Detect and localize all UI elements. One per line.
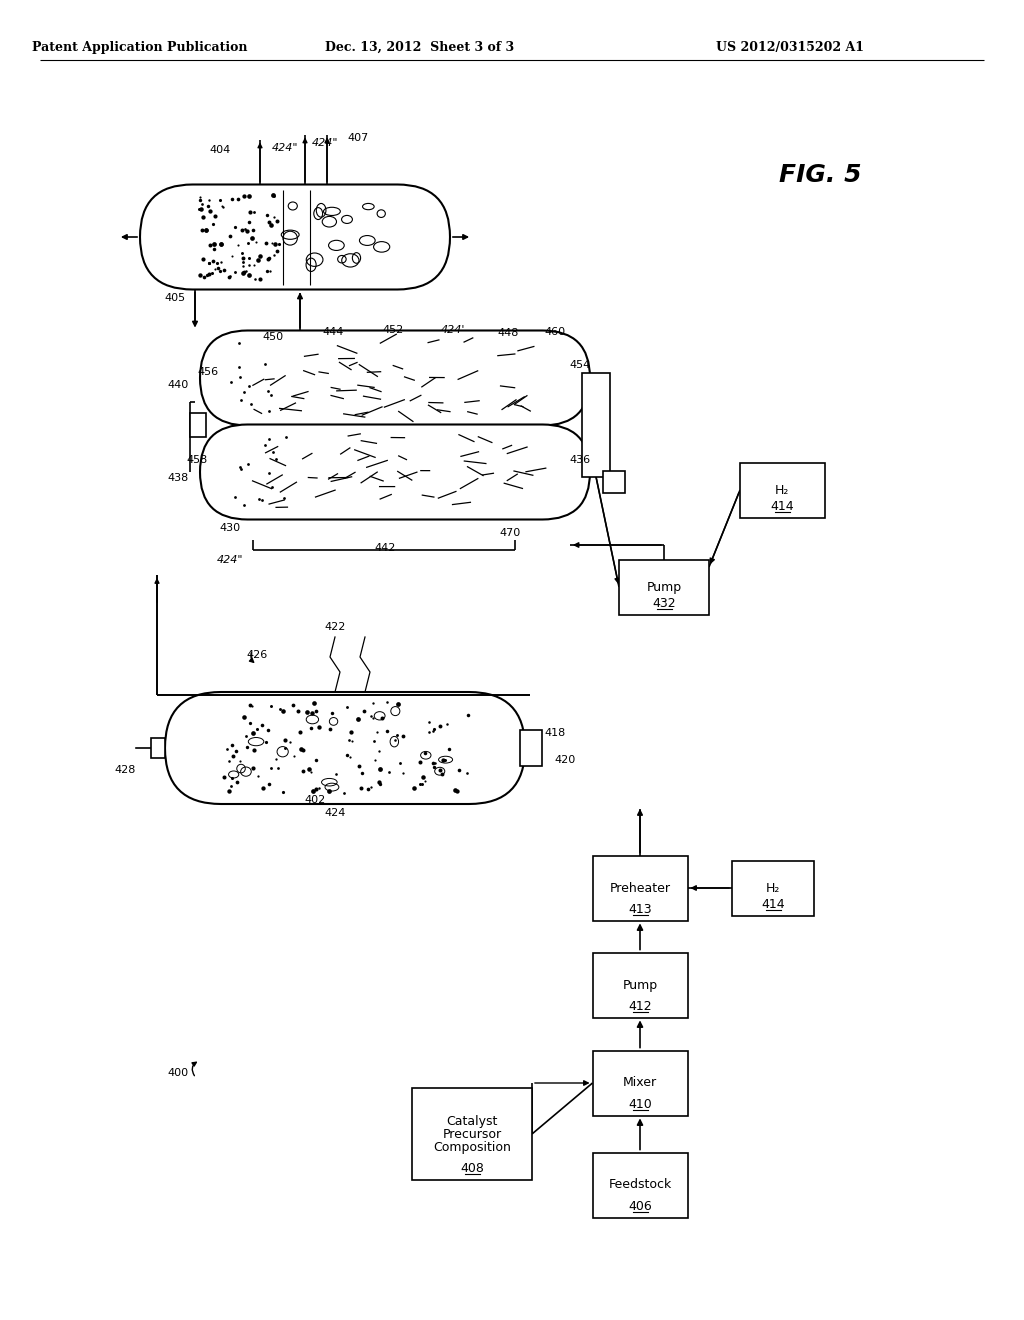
Text: 448: 448 (498, 327, 519, 338)
Text: FIG. 5: FIG. 5 (778, 162, 861, 187)
Text: 413: 413 (628, 903, 652, 916)
Bar (582, 374, 610, 477)
Text: Composition: Composition (433, 1140, 511, 1154)
Text: 458: 458 (186, 455, 208, 465)
Text: 470: 470 (500, 528, 520, 539)
FancyBboxPatch shape (200, 330, 590, 425)
Text: 402: 402 (304, 795, 326, 805)
Text: 410: 410 (628, 1098, 652, 1111)
Text: 454: 454 (569, 360, 591, 370)
FancyBboxPatch shape (140, 185, 450, 289)
Text: 414: 414 (761, 898, 784, 911)
Text: 406: 406 (628, 1200, 652, 1213)
Text: 418: 418 (545, 729, 565, 738)
Text: 408: 408 (460, 1163, 484, 1176)
Text: Feedstock: Feedstock (608, 1179, 672, 1192)
Text: 404: 404 (209, 145, 230, 154)
Text: 432: 432 (652, 597, 676, 610)
Text: Precursor: Precursor (442, 1127, 502, 1140)
Text: 424": 424" (271, 143, 298, 153)
Text: H₂: H₂ (775, 483, 790, 496)
Text: 430: 430 (219, 523, 241, 533)
Text: Mixer: Mixer (623, 1077, 657, 1089)
Text: Dec. 13, 2012  Sheet 3 of 3: Dec. 13, 2012 Sheet 3 of 3 (326, 41, 515, 54)
Text: Pump: Pump (646, 581, 682, 594)
Text: 412: 412 (628, 1001, 652, 1012)
Text: 440: 440 (167, 380, 188, 389)
Text: 420: 420 (554, 755, 575, 766)
Bar (618, 560, 709, 615)
FancyBboxPatch shape (200, 425, 590, 520)
Text: 460: 460 (545, 327, 565, 337)
Text: Catalyst: Catalyst (446, 1114, 498, 1127)
Text: 424": 424" (311, 139, 338, 148)
FancyBboxPatch shape (165, 692, 525, 804)
Text: 426: 426 (247, 649, 267, 660)
Text: 456: 456 (198, 367, 218, 378)
Bar (593, 1051, 687, 1115)
Bar (412, 1088, 532, 1180)
Text: 400: 400 (168, 1068, 188, 1078)
Bar (593, 953, 687, 1018)
Text: 438: 438 (167, 473, 188, 483)
Text: 450: 450 (262, 333, 284, 342)
Bar (593, 855, 687, 920)
Text: 428: 428 (115, 766, 136, 775)
Text: 444: 444 (323, 327, 344, 337)
Bar (151, 738, 165, 758)
Bar (520, 730, 542, 766)
Text: US 2012/0315202 A1: US 2012/0315202 A1 (716, 41, 864, 54)
Text: 414: 414 (770, 500, 794, 513)
Text: 422: 422 (325, 622, 346, 632)
Text: 442: 442 (375, 543, 395, 553)
Text: 424": 424" (217, 554, 244, 565)
Bar (739, 462, 824, 517)
Text: Pump: Pump (623, 978, 657, 991)
Text: Preheater: Preheater (609, 882, 671, 895)
Bar (603, 471, 625, 492)
Bar (732, 861, 814, 916)
Text: H₂: H₂ (766, 882, 780, 895)
Text: 405: 405 (165, 293, 185, 304)
Text: 424: 424 (325, 808, 346, 818)
Text: Patent Application Publication: Patent Application Publication (32, 41, 248, 54)
Text: 436: 436 (569, 455, 591, 465)
Text: 452: 452 (382, 325, 403, 335)
Text: 407: 407 (347, 133, 369, 143)
Bar (190, 413, 206, 437)
Bar (593, 1152, 687, 1217)
Text: 424': 424' (440, 325, 465, 335)
